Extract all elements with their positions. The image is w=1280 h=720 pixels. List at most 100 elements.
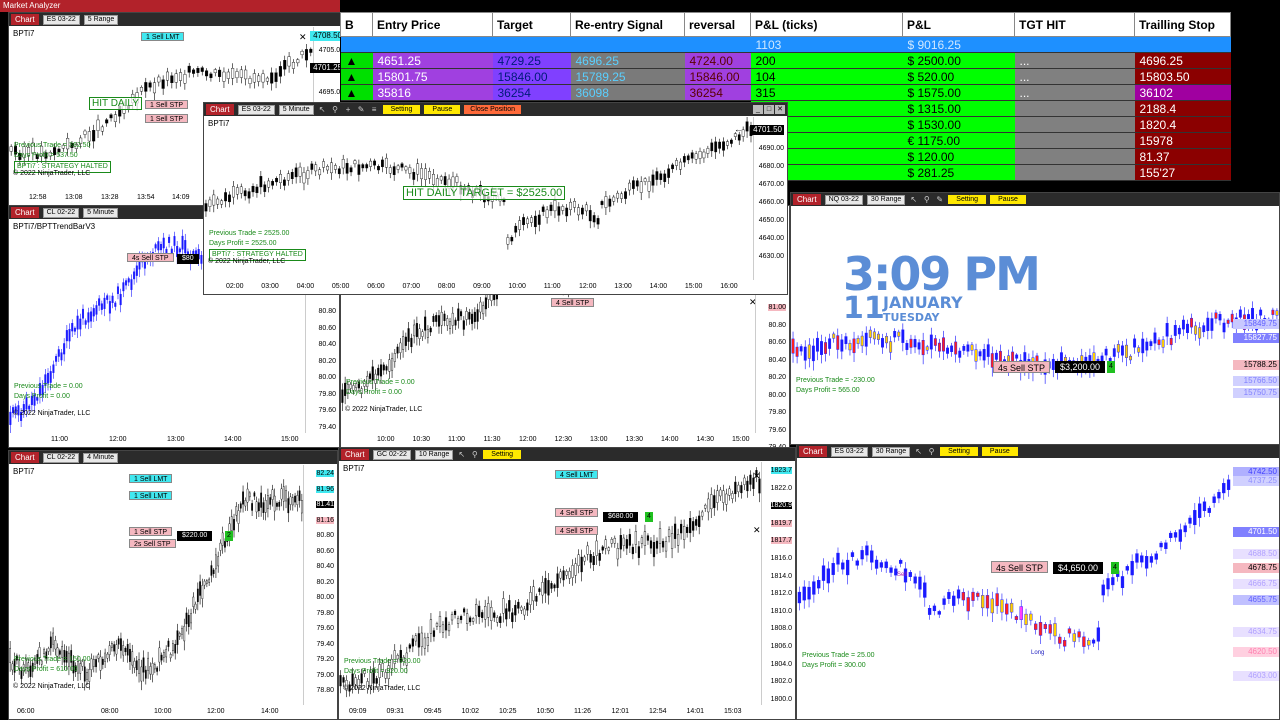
setting-button[interactable]: Setting bbox=[948, 195, 987, 204]
drawing-tool-icon[interactable]: ✎ bbox=[357, 105, 365, 114]
period-selector[interactable]: 5 Minute bbox=[278, 104, 314, 115]
zoom-icon[interactable]: ⚲ bbox=[928, 447, 935, 456]
chart-window-cl-4min[interactable]: Chart CL 02-22 4 Minute BPTi7 1 Sell LMT… bbox=[8, 450, 338, 720]
instrument-selector[interactable]: GC 02-22 bbox=[372, 449, 411, 460]
chart-window-nq[interactable]: Chart NQ 03-22 30 Range ↖ ⚲ ✎ Setting Pa… bbox=[790, 192, 1280, 445]
setting-button[interactable]: Setting bbox=[382, 105, 421, 114]
zoom-icon[interactable]: ⚲ bbox=[471, 450, 478, 459]
column-header[interactable]: Re-entry Signal bbox=[570, 12, 685, 37]
ruler-icon[interactable]: ≡ bbox=[371, 105, 377, 114]
sell-stop-order[interactable]: 2s Sell STP bbox=[129, 539, 176, 548]
minimize-icon[interactable]: _ bbox=[753, 105, 763, 114]
instrument-selector[interactable]: CL 02-22 bbox=[42, 452, 80, 463]
chart-tab[interactable]: Chart bbox=[11, 452, 39, 463]
instrument-selector[interactable]: NQ 03-22 bbox=[824, 194, 863, 205]
column-header[interactable]: reversal bbox=[684, 12, 751, 37]
pointer-tool-icon[interactable]: ↖ bbox=[458, 450, 466, 459]
chart-tab[interactable]: Chart bbox=[793, 194, 821, 205]
close-order-icon[interactable]: ✕ bbox=[299, 32, 307, 42]
price-tag: 4688.50 bbox=[1233, 549, 1279, 559]
sell-stop-order[interactable]: 4 Sell STP bbox=[551, 298, 595, 307]
sell-limit-order[interactable]: 4 Sell LMT bbox=[555, 470, 599, 479]
sell-stop-order[interactable]: 4s Sell STP bbox=[991, 561, 1049, 573]
drawing-tool-icon[interactable]: ✎ bbox=[936, 195, 944, 204]
chart-window-es-5min[interactable]: Chart ES 03-22 5 Minute ↖ ⚲ + ✎ ≡ Settin… bbox=[203, 102, 788, 295]
sell-stop-order[interactable]: 1 Sell STP bbox=[145, 100, 189, 109]
price-chart[interactable] bbox=[791, 207, 1279, 445]
period-selector[interactable]: 5 Range bbox=[83, 14, 119, 25]
period-selector[interactable]: 5 Minute bbox=[83, 207, 118, 218]
period-selector[interactable]: 10 Range bbox=[414, 449, 454, 460]
indicator-name: BPTi7 bbox=[13, 467, 35, 476]
back-arrow-icon[interactable]: ← bbox=[734, 124, 743, 134]
price-tick: 80.40 bbox=[316, 563, 334, 570]
sell-limit-order[interactable]: 1 Sell LMT bbox=[129, 491, 173, 500]
column-header[interactable]: P&L bbox=[902, 12, 1015, 37]
chart-tab[interactable]: Chart bbox=[206, 104, 234, 115]
crosshair-icon[interactable]: + bbox=[345, 105, 351, 114]
pointer-tool-icon[interactable]: ↖ bbox=[915, 447, 922, 456]
sell-stop-order[interactable]: 4 Sell STP bbox=[555, 508, 599, 517]
analyzer-row[interactable]: ▲ 15801.75 15846.00 15789.25 15846.00 104 $ 52… bbox=[340, 68, 1231, 85]
price-chart[interactable] bbox=[797, 459, 1231, 706]
time-tick: 10:50 bbox=[536, 708, 555, 715]
clock-weekday: TUESDAY bbox=[883, 311, 940, 324]
period-selector[interactable]: 30 Range bbox=[871, 446, 911, 457]
sell-stop-order[interactable]: 4s Sell STP bbox=[127, 253, 174, 262]
sell-stop-order[interactable]: 1 Sell STP bbox=[145, 114, 189, 123]
maximize-icon[interactable]: □ bbox=[764, 105, 774, 114]
price-tag: 4620.50 bbox=[1233, 647, 1279, 657]
sell-stop-order[interactable]: 4s Sell STP bbox=[993, 361, 1051, 373]
setting-button[interactable]: Setting bbox=[940, 447, 978, 456]
pause-button[interactable]: Pause bbox=[990, 195, 1026, 204]
column-header[interactable]: Entry Price bbox=[372, 12, 493, 37]
total-row: 1103 $ 9016.25 bbox=[340, 36, 1231, 53]
price-chart[interactable] bbox=[339, 462, 761, 706]
chart-tab[interactable]: Chart bbox=[11, 14, 39, 25]
period-selector[interactable]: 4 Minute bbox=[83, 452, 118, 463]
column-header[interactable]: TGT HIT bbox=[1014, 12, 1135, 37]
column-header[interactable]: Target bbox=[492, 12, 571, 37]
close-icon[interactable]: ✕ bbox=[775, 105, 785, 114]
column-header[interactable]: B bbox=[340, 12, 373, 37]
analyzer-row[interactable]: ▲ 35816 36254 36098 36254 315 $ 1575.00... 3610… bbox=[340, 84, 1231, 101]
zoom-icon[interactable]: ⚲ bbox=[923, 195, 930, 204]
price-tick: 79.80 bbox=[316, 609, 334, 617]
pointer-tool-icon[interactable]: ↖ bbox=[910, 195, 918, 204]
instrument-selector[interactable]: ES 03-22 bbox=[237, 104, 275, 115]
instrument-selector[interactable]: ES 03-22 bbox=[42, 14, 80, 25]
pause-button[interactable]: Pause bbox=[424, 105, 461, 114]
close-order-icon[interactable]: ✕ bbox=[753, 525, 761, 535]
sell-limit-order[interactable]: 1 Sell LMT bbox=[129, 474, 173, 483]
price-chart[interactable] bbox=[9, 27, 313, 192]
price-chart[interactable] bbox=[9, 465, 303, 705]
instrument-selector[interactable]: CL 02-22 bbox=[42, 207, 80, 218]
chart-window-gc[interactable]: Chart GC 02-22 10 Range ↖ ⚲ Setting BPTi… bbox=[338, 447, 796, 720]
cell-reentry: 36098 bbox=[570, 84, 685, 101]
position-pnl: $80 bbox=[177, 254, 199, 264]
column-header[interactable]: Trailling Stop bbox=[1134, 12, 1231, 37]
chart-window-es-30range[interactable]: Chart ES 03-22 30 Range ↖ ⚲ Setting Paus… bbox=[796, 444, 1280, 720]
sell-stop-order[interactable]: 1 Sell STP bbox=[129, 527, 173, 536]
price-tick: 79.20 bbox=[316, 656, 334, 663]
pause-button[interactable]: Pause bbox=[981, 447, 1018, 456]
close-order-icon[interactable]: ✕ bbox=[753, 471, 761, 481]
analyzer-row[interactable]: ▲ 4651.25 4729.25 4696.25 4724.00 200 $ 2500.0… bbox=[340, 52, 1231, 69]
zoom-icon[interactable]: ⚲ bbox=[332, 105, 339, 114]
cell-target: 4729.25 bbox=[492, 52, 571, 69]
close-order-icon[interactable]: ✕ bbox=[749, 297, 757, 307]
sell-limit-order[interactable]: 1 Sell LMT bbox=[141, 32, 185, 41]
period-selector[interactable]: 30 Range bbox=[866, 194, 906, 205]
close-position-button[interactable]: Close Position bbox=[464, 105, 522, 114]
column-header[interactable]: P&L (ticks) bbox=[750, 12, 903, 37]
pointer-tool-icon[interactable]: ↖ bbox=[318, 105, 326, 114]
chart-tab[interactable]: Chart bbox=[341, 449, 369, 460]
chart-tab[interactable]: Chart bbox=[799, 446, 827, 457]
time-tick: 11:00 bbox=[448, 436, 465, 443]
sell-stop-order[interactable]: 4 Sell STP bbox=[555, 526, 599, 535]
time-tick: 10:00 bbox=[377, 436, 395, 443]
cell bbox=[372, 36, 493, 53]
chart-tab[interactable]: Chart bbox=[11, 207, 39, 218]
instrument-selector[interactable]: ES 03-22 bbox=[830, 446, 868, 457]
setting-button[interactable]: Setting bbox=[483, 450, 522, 459]
